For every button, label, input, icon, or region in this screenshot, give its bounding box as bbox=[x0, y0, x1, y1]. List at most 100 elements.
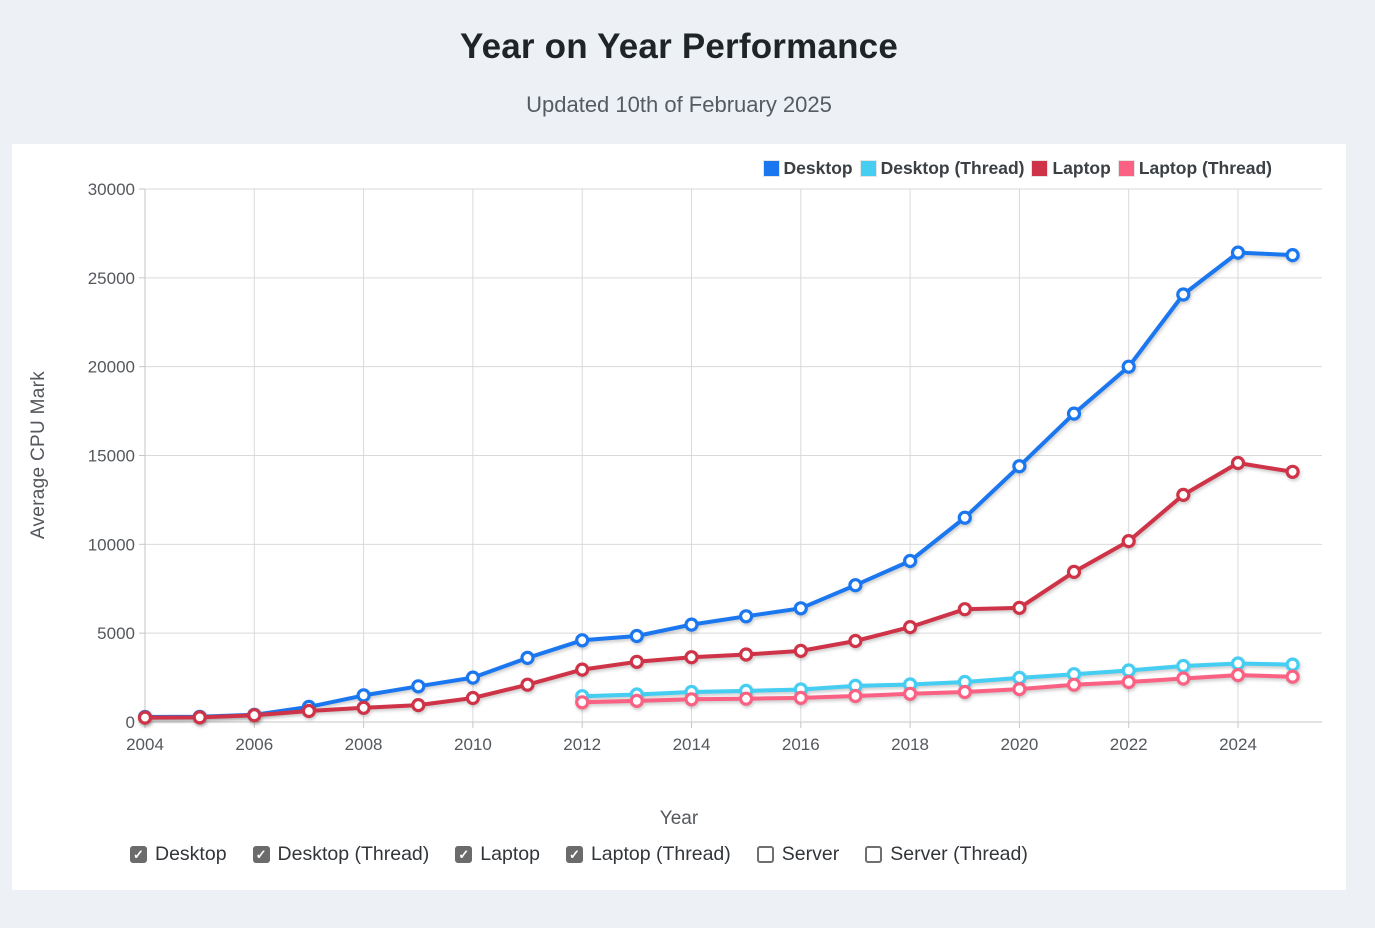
data-point-desktop-2008[interactable] bbox=[356, 688, 371, 703]
checked-checkbox-icon[interactable]: ✓ bbox=[455, 846, 473, 863]
data-point-laptop-2013[interactable] bbox=[629, 654, 644, 669]
data-point-laptop-thread-2012[interactable] bbox=[575, 695, 590, 710]
legend-item-laptop[interactable]: Laptop bbox=[1032, 158, 1111, 179]
data-point-desktop-2010[interactable] bbox=[465, 670, 480, 685]
x-tick-label-2010: 2010 bbox=[454, 735, 492, 754]
data-point-desktop-2024[interactable] bbox=[1230, 245, 1246, 260]
data-point-laptop-2025[interactable] bbox=[1285, 464, 1300, 479]
series-filter-row: ✓ Desktop ✓ Desktop (Thread) ✓ Laptop ✓ Laptop … bbox=[130, 843, 1028, 866]
data-point-desktop-2019[interactable] bbox=[957, 510, 972, 525]
data-point-laptop-2020[interactable] bbox=[1012, 600, 1027, 615]
data-point-desktop-2016[interactable] bbox=[793, 601, 808, 616]
data-point-laptop-2019[interactable] bbox=[957, 602, 972, 617]
checked-checkbox-icon[interactable]: ✓ bbox=[252, 846, 270, 863]
data-point-laptop-thread-2019[interactable] bbox=[957, 684, 972, 700]
filter-checkbox-desktop-thread[interactable]: ✓ Desktop (Thread) bbox=[252, 843, 429, 866]
checkmark-icon: ✓ bbox=[255, 847, 267, 862]
data-point-laptop-thread-2024[interactable] bbox=[1230, 667, 1246, 683]
data-point-laptop-thread-2014[interactable] bbox=[684, 692, 699, 707]
page-title: Year on Year Performance bbox=[459, 27, 898, 66]
data-point-laptop-thread-2016[interactable] bbox=[793, 690, 808, 706]
data-point-laptop-thread-2022[interactable] bbox=[1121, 674, 1136, 690]
x-tick-label-2004: 2004 bbox=[126, 735, 164, 754]
legend-item-desktop-thread[interactable]: Desktop (Thread) bbox=[860, 158, 1024, 179]
page-content: Year on Year Performance Updated 10th of… bbox=[12, 0, 1346, 890]
data-point-laptop-2008[interactable] bbox=[356, 700, 371, 715]
data-point-laptop-2004[interactable] bbox=[137, 710, 153, 725]
checkmark-icon: ✓ bbox=[568, 847, 580, 862]
data-point-desktop-2011[interactable] bbox=[520, 650, 535, 666]
filter-checkbox-desktop[interactable]: ✓ Desktop bbox=[130, 843, 227, 866]
filter-checkbox-laptop[interactable]: ✓ Laptop bbox=[455, 843, 540, 866]
series-line-laptop bbox=[143, 461, 1295, 720]
data-point-laptop-2010[interactable] bbox=[465, 690, 480, 706]
unchecked-checkbox-icon[interactable] bbox=[865, 846, 883, 863]
legend-label-laptop: Laptop bbox=[1052, 158, 1111, 178]
data-point-desktop-2022[interactable] bbox=[1121, 359, 1136, 374]
data-point-laptop-2005[interactable] bbox=[192, 710, 207, 725]
data-point-laptop-2009[interactable] bbox=[411, 697, 426, 713]
series-laptop bbox=[137, 455, 1300, 725]
data-point-laptop-2007[interactable] bbox=[301, 703, 316, 719]
data-point-desktop-2018[interactable] bbox=[902, 553, 918, 569]
filter-checkbox-server-thread[interactable]: Server (Thread) bbox=[865, 843, 1028, 866]
y-tick-label-0: 0 bbox=[126, 713, 135, 732]
y-axis-title: Average CPU Mark bbox=[28, 371, 49, 540]
legend-swatch-desktop-thread bbox=[860, 161, 876, 176]
filter-checkbox-laptop-thread[interactable]: ✓ Laptop (Thread) bbox=[565, 843, 731, 866]
filter-checkbox-server[interactable]: Server bbox=[756, 843, 839, 866]
checked-checkbox-icon[interactable]: ✓ bbox=[565, 846, 583, 863]
data-point-desktop-2021[interactable] bbox=[1066, 406, 1082, 421]
data-point-laptop-2016[interactable] bbox=[793, 643, 808, 658]
data-point-laptop-2018[interactable] bbox=[902, 620, 918, 635]
data-point-desktop-thread-2022[interactable] bbox=[1121, 663, 1136, 678]
checked-checkbox-icon[interactable]: ✓ bbox=[130, 846, 147, 863]
x-tick-label-2014: 2014 bbox=[673, 735, 711, 754]
data-point-laptop-thread-2020[interactable] bbox=[1012, 681, 1027, 697]
x-tick-label-2024: 2024 bbox=[1219, 735, 1257, 754]
series-line-laptop-thread bbox=[580, 673, 1295, 705]
legend-item-laptop-thread[interactable]: Laptop (Thread) bbox=[1118, 158, 1272, 179]
data-point-desktop-2009[interactable] bbox=[411, 679, 426, 694]
y-tick-label-20000: 20000 bbox=[88, 358, 135, 377]
legend-swatch-laptop bbox=[1032, 161, 1048, 176]
data-point-desktop-2017[interactable] bbox=[848, 578, 863, 593]
data-point-laptop-2017[interactable] bbox=[848, 633, 863, 649]
data-point-laptop-2012[interactable] bbox=[575, 662, 590, 677]
data-point-laptop-thread-2018[interactable] bbox=[902, 686, 918, 701]
series-line-desktop bbox=[143, 250, 1295, 719]
data-point-desktop-thread-2025[interactable] bbox=[1285, 657, 1300, 672]
data-point-desktop-2023[interactable] bbox=[1176, 287, 1191, 302]
data-point-desktop-thread-2023[interactable] bbox=[1176, 658, 1191, 674]
data-point-laptop-thread-2017[interactable] bbox=[848, 688, 863, 704]
series-line-desktop-thread bbox=[580, 661, 1295, 699]
data-point-laptop-2023[interactable] bbox=[1176, 487, 1191, 502]
data-point-laptop-2015[interactable] bbox=[738, 647, 754, 662]
data-point-desktop-2020[interactable] bbox=[1012, 459, 1027, 474]
data-point-laptop-thread-2023[interactable] bbox=[1176, 671, 1191, 686]
data-point-laptop-2014[interactable] bbox=[684, 650, 699, 665]
data-point-laptop-thread-2025[interactable] bbox=[1285, 669, 1300, 684]
filter-label-desktop: Desktop bbox=[155, 843, 227, 865]
checkmark-icon: ✓ bbox=[133, 847, 144, 862]
data-point-laptop-2006[interactable] bbox=[247, 708, 262, 723]
data-point-desktop-2015[interactable] bbox=[738, 609, 754, 624]
data-point-laptop-thread-2015[interactable] bbox=[738, 691, 754, 706]
data-point-desktop-thread-2020[interactable] bbox=[1012, 670, 1027, 686]
data-point-laptop-2024[interactable] bbox=[1230, 455, 1246, 471]
data-point-laptop-2022[interactable] bbox=[1121, 534, 1136, 549]
unchecked-checkbox-icon[interactable] bbox=[756, 846, 774, 863]
data-point-laptop-thread-2021[interactable] bbox=[1066, 677, 1082, 692]
legend-item-desktop[interactable]: Desktop bbox=[763, 158, 853, 179]
data-point-laptop-thread-2013[interactable] bbox=[629, 693, 644, 709]
data-point-laptop-2011[interactable] bbox=[520, 677, 535, 692]
legend-swatch-desktop bbox=[763, 161, 779, 176]
data-point-laptop-2021[interactable] bbox=[1066, 564, 1082, 579]
data-point-desktop-2013[interactable] bbox=[629, 628, 644, 644]
checkmark-icon: ✓ bbox=[458, 847, 470, 862]
data-point-desktop-thread-2024[interactable] bbox=[1230, 656, 1246, 671]
data-point-desktop-2014[interactable] bbox=[684, 617, 699, 632]
data-point-desktop-2012[interactable] bbox=[575, 633, 590, 648]
data-point-desktop-2025[interactable] bbox=[1285, 247, 1300, 263]
y-axis-title-wrap: Average CPU Mark bbox=[28, 189, 50, 722]
